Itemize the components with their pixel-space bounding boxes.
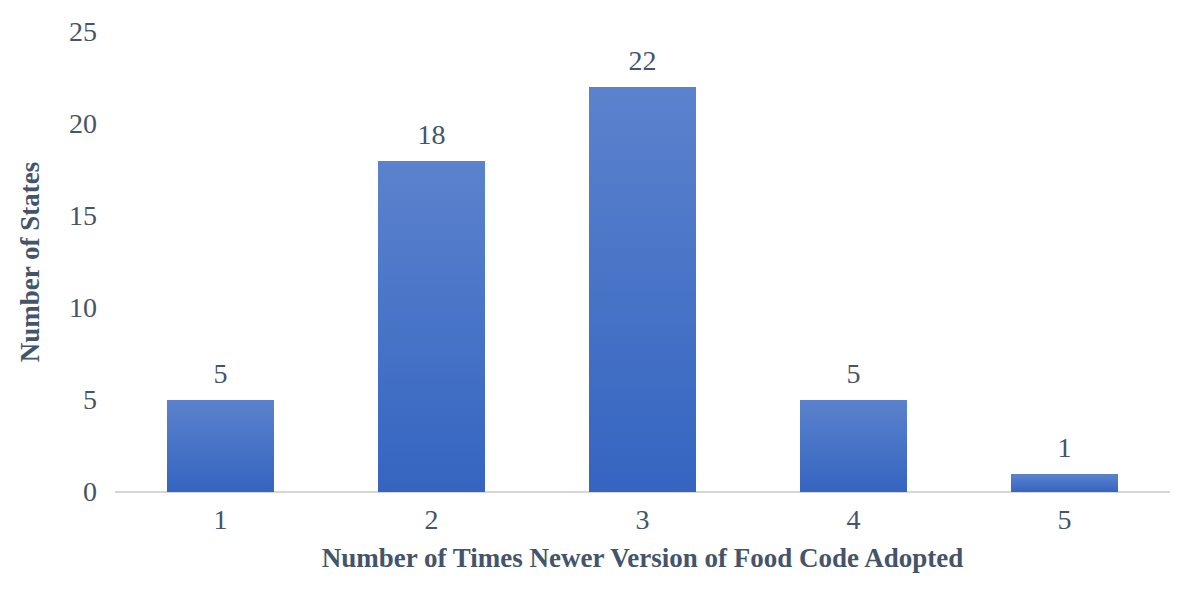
bar <box>167 400 274 492</box>
bar <box>1011 474 1118 492</box>
bar <box>378 161 485 492</box>
bar-value-label: 5 <box>214 360 228 388</box>
x-axis-tick-label: 5 <box>1058 506 1072 534</box>
y-axis-tick-label: 0 <box>83 478 97 506</box>
bar-value-label: 5 <box>847 360 861 388</box>
x-axis-tick-label: 4 <box>847 506 861 534</box>
bar <box>589 87 696 492</box>
bar <box>800 400 907 492</box>
y-axis-tick-label: 15 <box>69 202 97 230</box>
bar-value-label: 22 <box>629 47 657 75</box>
bar-value-label: 1 <box>1058 434 1072 462</box>
bar-chart: Number of States 0510152025511822235415 … <box>0 0 1200 606</box>
x-axis-tick-label: 2 <box>425 506 439 534</box>
y-axis-title: Number of States <box>16 162 46 362</box>
x-axis-tick-label: 3 <box>636 506 650 534</box>
y-axis-tick-label: 5 <box>83 386 97 414</box>
y-axis-tick-label: 25 <box>69 18 97 46</box>
y-axis-tick-label: 10 <box>69 294 97 322</box>
y-axis-tick-label: 20 <box>69 110 97 138</box>
plot-area: 0510152025511822235415 <box>115 32 1170 492</box>
x-axis-tick-label: 1 <box>214 506 228 534</box>
bar-value-label: 18 <box>418 121 446 149</box>
x-axis-title: Number of Times Newer Version of Food Co… <box>115 544 1170 574</box>
